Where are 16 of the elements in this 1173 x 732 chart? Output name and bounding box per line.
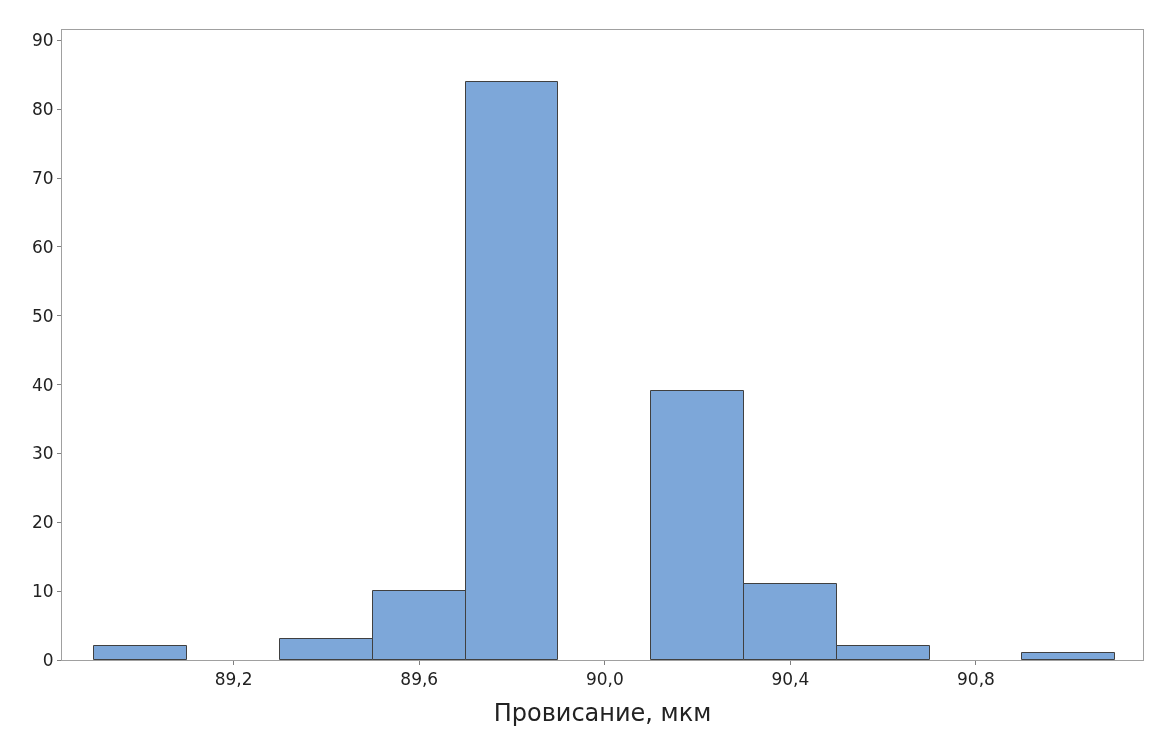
y-tick-label: 10 bbox=[31, 581, 54, 602]
y-tick-label: 70 bbox=[31, 167, 54, 188]
x-tick-label: 90,4 bbox=[771, 669, 810, 690]
x-axis-title: Провисание, мкм bbox=[493, 698, 712, 727]
x-tick-label: 90,0 bbox=[585, 669, 624, 690]
y-tick-label: 40 bbox=[31, 374, 54, 395]
x-tick-label: 90,8 bbox=[957, 669, 995, 690]
y-tick-label: 90 bbox=[31, 30, 54, 51]
x-tick-label: 89,6 bbox=[400, 669, 439, 690]
y-tick-label: 80 bbox=[31, 99, 54, 120]
y-tick-label: 50 bbox=[31, 305, 54, 326]
y-tick-label: 60 bbox=[31, 236, 54, 257]
y-tick-label: 20 bbox=[31, 512, 54, 533]
y-tick-label: 30 bbox=[31, 443, 54, 464]
y-tick-label: 0 bbox=[42, 649, 54, 670]
x-tick-label: 89,2 bbox=[214, 669, 253, 690]
